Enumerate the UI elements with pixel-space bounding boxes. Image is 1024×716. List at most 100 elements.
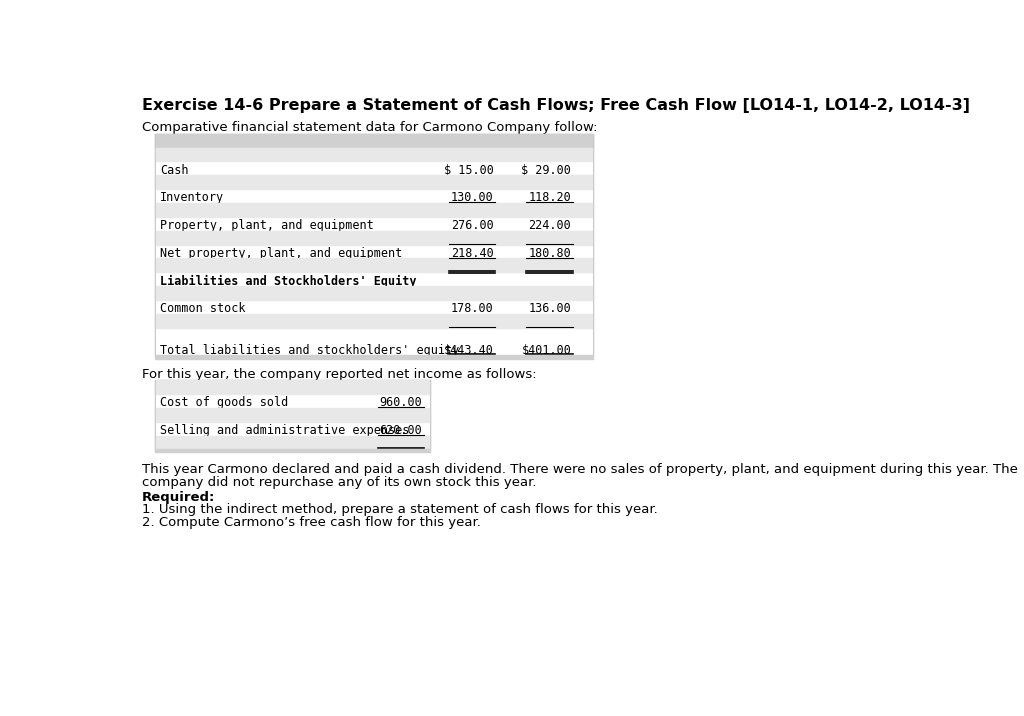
Bar [155, 380, 430, 394]
Text: Total current assets: Total current assets [160, 205, 302, 218]
Text: Cash: Cash [160, 164, 188, 177]
Text: Inventory: Inventory [160, 191, 224, 204]
Text: $1,600.00: $1,600.00 [358, 382, 423, 395]
Text: 640.00: 640.00 [380, 410, 423, 423]
Text: Last Year: Last Year [518, 136, 583, 149]
Text: Accounts receivable: Accounts receivable [160, 178, 295, 190]
Text: Net income: Net income [160, 437, 231, 451]
Bar [156, 314, 592, 328]
Text: Total assets: Total assets [160, 261, 246, 274]
Text: $401.00: $401.00 [521, 261, 571, 274]
Text: Accounts receivable: Accounts receivable [160, 178, 295, 190]
Text: 960.00: 960.00 [380, 396, 423, 410]
Text: Cost of goods sold: Cost of goods sold [160, 396, 288, 410]
Bar [156, 380, 429, 394]
Text: $ 15.00: $ 15.00 [444, 164, 494, 177]
Text: This year Carmono declared and paid a cash dividend. There were no sales of prop: This year Carmono declared and paid a ca… [142, 463, 1018, 476]
Text: 178.00: 178.00 [451, 302, 494, 315]
Text: Assets: Assets [160, 150, 203, 163]
Text: Net income: Net income [160, 437, 231, 451]
Text: 57.60: 57.60 [458, 233, 494, 246]
Text: 180.80: 180.80 [528, 247, 571, 260]
Text: Sales: Sales [160, 382, 196, 395]
Text: $ 78.00: $ 78.00 [444, 289, 494, 301]
Text: 118.20: 118.20 [528, 191, 571, 204]
Text: 136.00: 136.00 [528, 302, 571, 315]
Text: $401.00: $401.00 [521, 261, 571, 274]
Text: Liabilities and Stockholders' Equity: Liabilities and Stockholders' Equity [160, 274, 417, 288]
Text: $ 61.00: $ 61.00 [521, 289, 571, 301]
Text: 130.00: 130.00 [451, 191, 494, 204]
Text: This Year: This Year [444, 136, 509, 149]
Text: Accounts payable: Accounts payable [160, 289, 273, 301]
Text: 225.00: 225.00 [451, 205, 494, 218]
Text: Common stock: Common stock [160, 302, 246, 315]
Text: 136.00: 136.00 [528, 302, 571, 315]
Text: Cost of goods sold: Cost of goods sold [160, 396, 288, 410]
Text: $ 78.00: $ 78.00 [444, 289, 494, 301]
Text: Common stock: Common stock [160, 302, 246, 315]
Text: 224.00: 224.00 [528, 219, 571, 232]
Text: 187.40: 187.40 [451, 316, 494, 329]
Text: Less accumulated depreciation: Less accumulated depreciation [160, 233, 381, 246]
Text: 80.00: 80.00 [458, 178, 494, 190]
Bar [155, 435, 430, 450]
Text: Liabilities and Stockholders' Equity: Liabilities and Stockholders' Equity [160, 274, 417, 288]
Text: 960.00: 960.00 [380, 396, 423, 410]
Text: Selling and administrative expenses: Selling and administrative expenses [160, 424, 410, 437]
Text: 2. Compute Carmono’s free cash flow for this year.: 2. Compute Carmono’s free cash flow for … [142, 516, 481, 528]
Bar [156, 258, 592, 272]
Text: Net property, plant, and equipment: Net property, plant, and equipment [160, 247, 402, 260]
Text: Inventory: Inventory [160, 191, 224, 204]
Text: $  20.00: $ 20.00 [366, 437, 423, 451]
Text: 218.40: 218.40 [451, 247, 494, 260]
Text: 80.00: 80.00 [458, 178, 494, 190]
Text: Retained earnings: Retained earnings [160, 316, 281, 329]
Bar [156, 203, 592, 217]
Text: Last Year: Last Year [518, 136, 583, 149]
Text: $443.40: $443.40 [444, 344, 494, 357]
Text: $ 29.00: $ 29.00 [521, 164, 571, 177]
Text: 204.00: 204.00 [528, 316, 571, 329]
Text: $401.00: $401.00 [521, 344, 571, 357]
Text: 187.40: 187.40 [451, 316, 494, 329]
Text: Assets: Assets [160, 150, 203, 163]
Text: 73.00: 73.00 [536, 178, 571, 190]
Bar [155, 450, 430, 453]
Text: $443.40: $443.40 [444, 261, 494, 274]
Text: 225.00: 225.00 [451, 205, 494, 218]
Text: $ 15.00: $ 15.00 [444, 164, 494, 177]
Text: $401.00: $401.00 [521, 344, 571, 357]
Bar [155, 147, 593, 161]
Text: This Year: This Year [444, 136, 509, 149]
Text: $443.40: $443.40 [444, 261, 494, 274]
Text: Total liabilities and stockholders' equity: Total liabilities and stockholders' equi… [160, 344, 459, 357]
Text: Selling and administrative expenses: Selling and administrative expenses [160, 424, 410, 437]
Text: 43.20: 43.20 [536, 233, 571, 246]
Bar [155, 258, 593, 272]
Text: Property, plant, and equipment: Property, plant, and equipment [160, 219, 374, 232]
Text: 220.20: 220.20 [528, 205, 571, 218]
Text: 620.00: 620.00 [380, 424, 423, 437]
Text: Comparative financial statement data for Carmono Company follow:: Comparative financial statement data for… [142, 121, 597, 135]
Text: company did not repurchase any of its own stock this year.: company did not repurchase any of its ow… [142, 475, 537, 488]
Text: Accounts payable: Accounts payable [160, 289, 273, 301]
Bar [155, 286, 593, 300]
Text: $1,600.00: $1,600.00 [358, 382, 423, 395]
Bar [155, 134, 593, 147]
Text: 220.20: 220.20 [528, 205, 571, 218]
Bar [155, 203, 593, 217]
Bar [156, 231, 592, 245]
Text: Total assets: Total assets [160, 261, 246, 274]
Bar [155, 355, 593, 359]
Bar [156, 147, 592, 161]
Text: 180.80: 180.80 [528, 247, 571, 260]
Text: $ 61.00: $ 61.00 [521, 289, 571, 301]
Text: 130.00: 130.00 [451, 191, 494, 204]
Text: 118.20: 118.20 [528, 191, 571, 204]
Bar [156, 408, 429, 422]
Text: Gross margin: Gross margin [160, 410, 246, 423]
Text: 276.00: 276.00 [451, 219, 494, 232]
Text: Property, plant, and equipment: Property, plant, and equipment [160, 219, 374, 232]
Text: 640.00: 640.00 [380, 410, 423, 423]
